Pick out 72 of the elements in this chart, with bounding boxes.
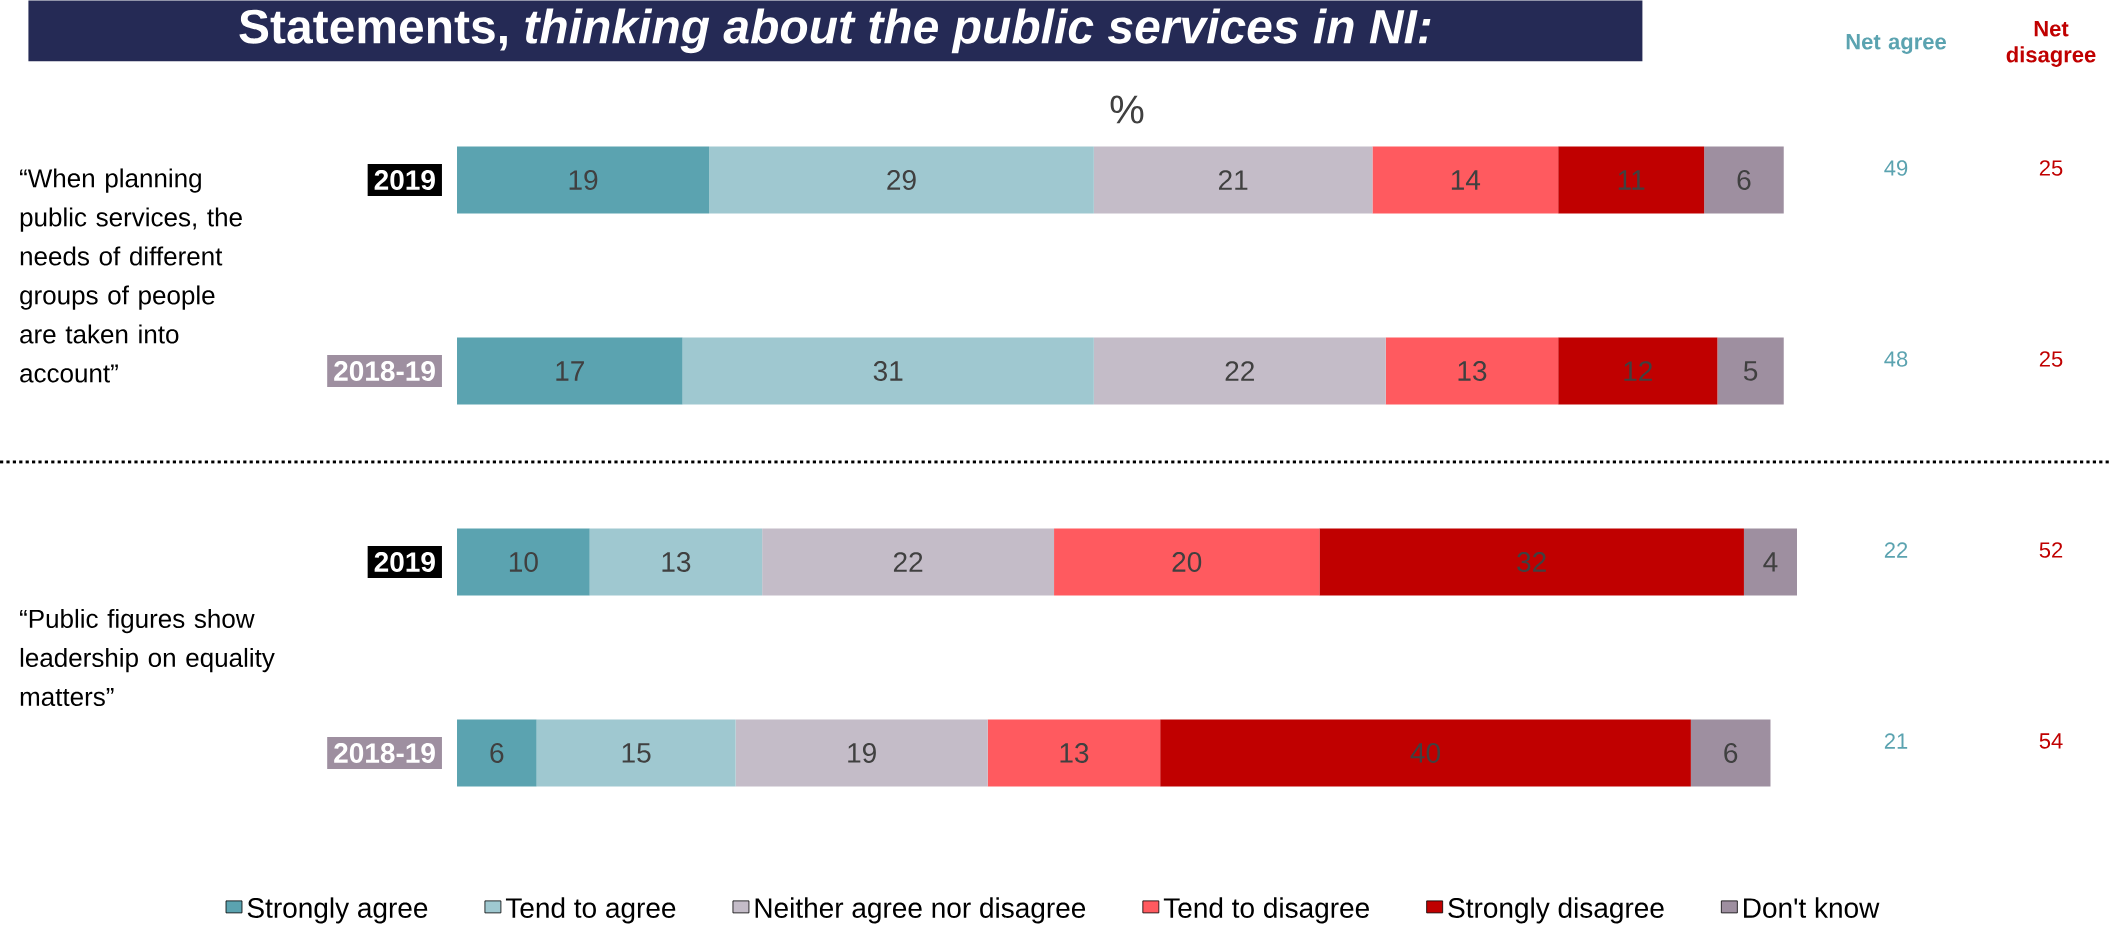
text: 54 (2039, 733, 2063, 749)
legend-label: Neither agree nor disagree (755, 897, 1086, 924)
legend-label: Don't know (1744, 897, 1880, 918)
data-label: 6 (1724, 743, 1738, 763)
text: 52 (2039, 542, 2063, 558)
bar (1093, 337, 1386, 405)
data-label: 22 (1225, 361, 1254, 381)
data-label: 21 (1218, 170, 1248, 190)
legend-label: Strongly agree (247, 897, 428, 924)
y-tick-label: 2018-19 (334, 361, 435, 381)
data-label: 5 (1743, 361, 1758, 381)
data-label: 11 (1618, 170, 1645, 190)
bar (1558, 146, 1705, 214)
data-label: 14 (1451, 170, 1481, 190)
bar (682, 337, 1094, 405)
bar (709, 146, 1094, 214)
data-label: 29 (887, 170, 916, 190)
data-label: 22 (893, 552, 923, 572)
text: 48 (1884, 351, 1908, 367)
data-label: 12 (1624, 361, 1652, 381)
bar (1690, 719, 1771, 787)
text: 25 (2039, 351, 2063, 367)
chart-title: Statements, thinking about the public services in NI: (239, 8, 1431, 54)
bar (457, 528, 590, 596)
x-axis-title: % (1110, 95, 1144, 124)
legend-label: Tend to disagree (1163, 897, 1369, 924)
bar (987, 719, 1161, 787)
bar (1160, 719, 1691, 787)
y-tick-label: 2019 (374, 552, 435, 572)
bar (735, 719, 988, 787)
bar (1385, 337, 1559, 405)
bar (457, 337, 683, 405)
text: 22 (1884, 542, 1908, 558)
text: 21 (1884, 733, 1908, 749)
data-label: 6 (1737, 170, 1751, 190)
bar (457, 146, 710, 214)
data-label: 40 (1410, 743, 1441, 763)
bar (536, 719, 736, 787)
text: 49 (1884, 160, 1908, 176)
bar (1054, 528, 1320, 596)
text: Net disagree (2006, 21, 2096, 67)
bar (1558, 337, 1718, 405)
bar (457, 719, 537, 787)
legend-label: Tend to agree (505, 897, 676, 924)
bar (589, 528, 763, 596)
text: 25 (2039, 160, 2063, 176)
bar (1319, 528, 1744, 596)
data-label: 31 (873, 361, 903, 381)
bar (762, 528, 1055, 596)
data-label: 13 (1458, 361, 1487, 381)
text: Net agree (1846, 34, 1946, 54)
y-tick-label: 2019 (374, 170, 435, 190)
bar (1372, 146, 1559, 214)
data-label: 19 (569, 170, 598, 190)
data-label: 17 (556, 361, 584, 381)
data-label: 20 (1172, 552, 1202, 572)
data-label: 4 (1763, 552, 1778, 572)
bar (1717, 337, 1784, 405)
data-label: 13 (662, 552, 691, 572)
bar (1743, 528, 1798, 596)
data-label: 19 (848, 743, 876, 763)
data-label: 13 (1060, 743, 1089, 763)
text: “When planning public services, the needs of different groups of people are taken into account” (20, 168, 242, 383)
data-label: 15 (622, 743, 651, 763)
data-label: 6 (490, 743, 504, 763)
data-label: 32 (1517, 552, 1546, 572)
legend-label: Strongly disagree (1448, 897, 1664, 924)
data-label: 10 (509, 552, 538, 572)
text: “Public figures show leadership on equality matters” (20, 608, 275, 707)
bar (1704, 146, 1784, 214)
bar (1093, 146, 1373, 214)
y-tick-label: 2018-19 (334, 743, 435, 763)
